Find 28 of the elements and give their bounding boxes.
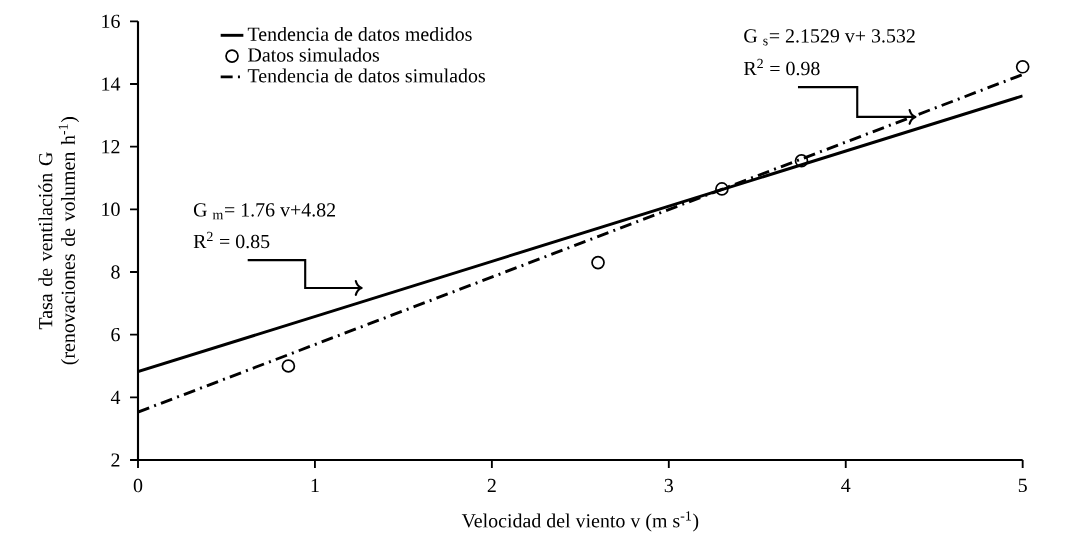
annotation: R$^{2}$ = 0.85 — [193, 231, 270, 249]
point — [715, 182, 729, 196]
y-tick-label: 2 — [111, 453, 120, 467]
y-axis-title: Tasa de ventilación G (renovaciones de volumen h$^{-1}$) — [38, 117, 80, 365]
annotation: R$^{2}$ = 0.98 — [743, 58, 820, 76]
annotation: G $_{m}$= 1.76 v+4.82 — [193, 203, 336, 220]
point — [281, 359, 296, 373]
x-tick-label: 2 — [487, 478, 496, 493]
point — [794, 153, 809, 168]
x-tick-label: 3 — [664, 478, 674, 493]
x-tick-label: 1 — [311, 478, 319, 493]
y-tick-label: 16 — [102, 14, 120, 29]
y-tick-label: 10 — [102, 202, 120, 217]
x-tick-label: 5 — [1018, 478, 1027, 493]
x-axis-title: Velocidad del viento v (m s$^{-1}$) — [461, 511, 699, 532]
point — [1015, 59, 1030, 74]
legend-label: Tendencia de datos simulados — [247, 68, 485, 83]
y-tick-label: 12 — [102, 140, 120, 154]
point — [591, 255, 605, 270]
y-tick-label: 4 — [110, 390, 121, 404]
y-tick-label: 8 — [111, 265, 120, 279]
y-tick-label: 14 — [102, 77, 121, 91]
x-tick-label: 0 — [133, 478, 143, 493]
y-tick-label: 6 — [111, 327, 120, 342]
annotation: G $_{s}$= 2.1529 v+ 3.532 — [744, 29, 915, 46]
x-tick-label: 4 — [841, 478, 851, 492]
legend-label: Tendencia de datos medidos — [247, 26, 472, 41]
legend-label: Datos simulados — [248, 47, 380, 62]
